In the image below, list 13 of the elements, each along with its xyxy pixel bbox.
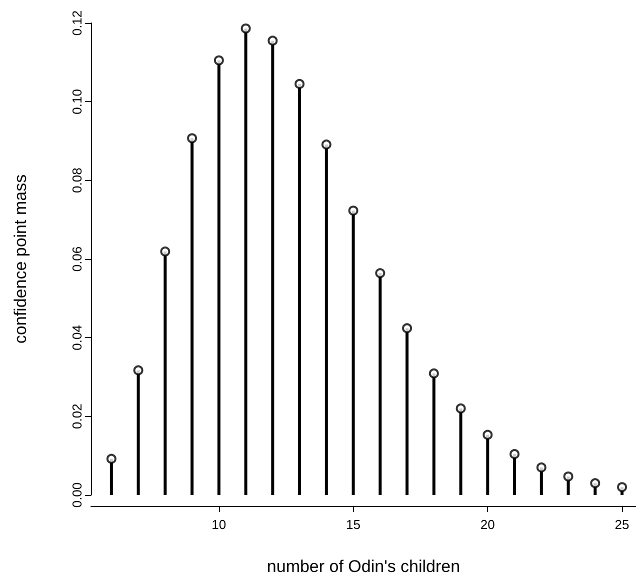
y-tick-label: 0.06 <box>70 246 84 272</box>
x-tick-label: 20 <box>480 517 495 532</box>
y-tick-label: 0.04 <box>70 325 84 350</box>
y-tick-label: 0.02 <box>70 404 84 429</box>
y-tick-label: 0.08 <box>70 168 84 193</box>
y-axis-title: confidence point mass <box>11 174 30 344</box>
x-tick-label: 25 <box>614 517 630 532</box>
x-tick-label: 10 <box>212 517 226 532</box>
x-tick-label: 15 <box>346 517 361 532</box>
y-tick-label: 0.10 <box>70 89 84 114</box>
y-tick-label: 0.00 <box>70 482 84 508</box>
x-axis-title: number of Odin's children <box>266 557 460 576</box>
y-tick-label: 0.12 <box>70 10 84 36</box>
